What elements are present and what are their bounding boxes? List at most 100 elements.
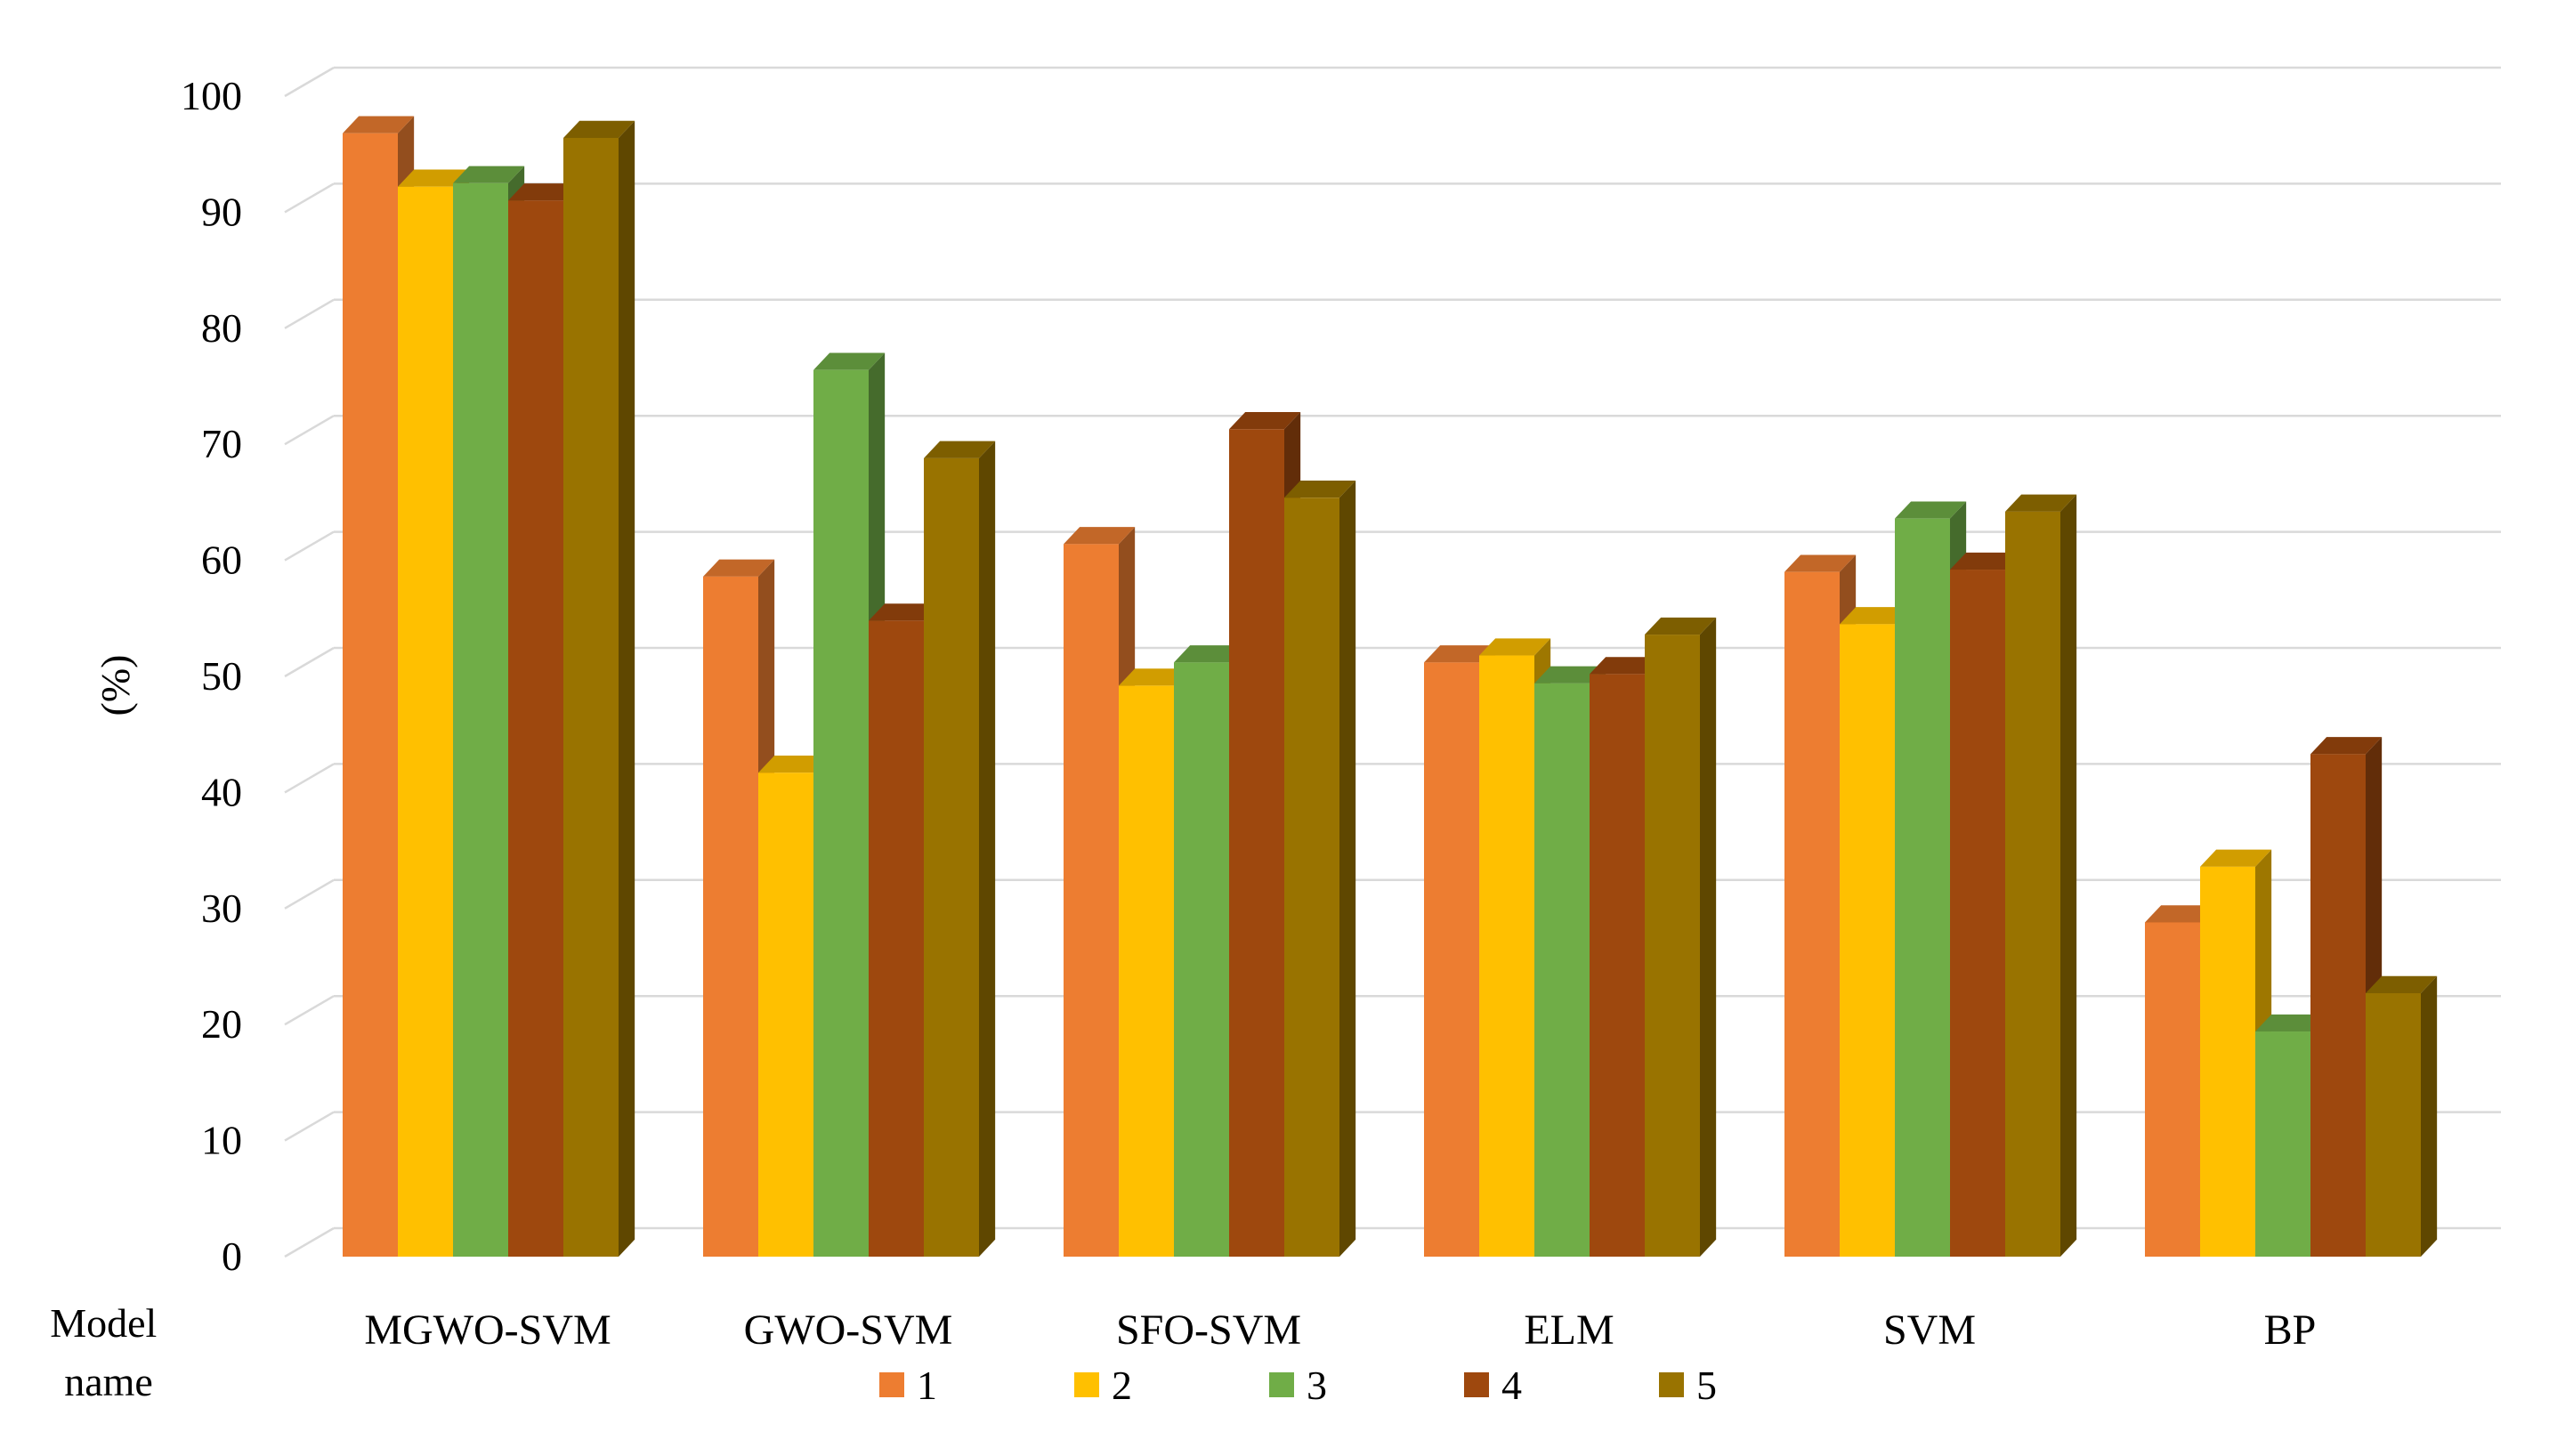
legend-swatch-5 [1659, 1372, 1684, 1397]
y-tick-label: 20 [201, 1001, 242, 1047]
y-tick-label: 60 [201, 538, 242, 583]
y-tick-label: 0 [222, 1234, 242, 1279]
bar-front [1284, 497, 1339, 1257]
bar-front [924, 457, 979, 1257]
bar-top [1479, 638, 1551, 656]
bar-GWO-SVM-series-5 [924, 441, 996, 1257]
legend-label-5: 5 [1696, 1363, 1717, 1408]
bar-front [758, 772, 813, 1257]
bar-front [703, 576, 758, 1257]
y-axis-title: (%) [93, 655, 138, 716]
bar-top [1119, 668, 1191, 686]
bar-top [2005, 494, 2077, 512]
gridline-side [284, 182, 335, 214]
bar-top [1840, 607, 1912, 625]
bar-top [1895, 501, 1967, 519]
gridline-side [284, 298, 335, 329]
bar-side [2060, 494, 2077, 1257]
bar-front [2310, 754, 2366, 1257]
bar-top [2145, 905, 2217, 923]
bar-top [1064, 527, 1136, 545]
bar-top [1645, 617, 1717, 635]
bar-front [1590, 674, 1645, 1257]
bar-top [1174, 645, 1246, 663]
bar-top [1284, 480, 1356, 498]
bar-top [758, 756, 830, 773]
x-axis-title: Model name [50, 1300, 167, 1404]
bar-front [1645, 635, 1700, 1257]
bars [343, 116, 2438, 1258]
x-category-label: ELM [1524, 1306, 1614, 1354]
bar-BP-series-5 [2366, 975, 2438, 1257]
legend-swatch-3 [1269, 1372, 1294, 1397]
gridline-side [284, 878, 335, 910]
bar-front [2366, 992, 2421, 1257]
bar-top [924, 441, 996, 458]
x-axis-title-line-1: Model [50, 1300, 157, 1346]
bar-top [2366, 975, 2438, 993]
bar-front [1064, 544, 1119, 1257]
y-tick-label: 30 [201, 886, 242, 931]
bar-front [2255, 1031, 2310, 1257]
bar-top [2310, 737, 2383, 755]
bar-top [508, 183, 580, 201]
bar-front [1950, 570, 2005, 1257]
x-category-label: BP [2264, 1306, 2317, 1354]
labels: 0 10 20 30 40 50 60 70 80 90 100 MGWO-SVM GWO-SVM SFO… [181, 73, 2316, 1354]
bar-top [453, 166, 525, 183]
bar-front [563, 137, 619, 1258]
legend-label-3: 3 [1307, 1363, 1327, 1408]
legend-swatch-4 [1464, 1372, 1489, 1397]
x-category-label: GWO-SVM [744, 1306, 953, 1354]
bar-top [343, 116, 415, 133]
gridline-side [284, 415, 335, 446]
bar-front [2200, 866, 2255, 1257]
bar-front [1479, 655, 1534, 1257]
bar-top [1950, 552, 2022, 570]
legend-label-2: 2 [1112, 1363, 1132, 1408]
bar-top [1424, 645, 1496, 663]
gridline-side [284, 763, 335, 794]
bar-top [2255, 1014, 2327, 1032]
y-tick-label: 10 [201, 1118, 242, 1163]
y-tick-label: 50 [201, 653, 242, 699]
bar-top [2200, 849, 2272, 867]
bar-front [1534, 683, 1590, 1257]
bar-front [1424, 662, 1479, 1257]
y-tick-label: 100 [181, 73, 242, 118]
bar-front [1895, 518, 1950, 1257]
bar-top [1534, 666, 1606, 684]
gridline-side [284, 66, 335, 98]
bar-front [1119, 685, 1174, 1257]
legend: 1 2 3 4 5 [879, 1363, 1717, 1408]
bar-SFO-SVM-series-5 [1284, 480, 1356, 1257]
legend-swatch-2 [1074, 1372, 1099, 1397]
bar-ELM-series-5 [1645, 617, 1717, 1257]
x-category-label: MGWO-SVM [364, 1306, 611, 1354]
bar-front [869, 620, 924, 1257]
bar-top [703, 559, 775, 577]
bar-side [619, 120, 635, 1257]
bar-front [2145, 922, 2200, 1257]
gridline-side [284, 530, 335, 562]
bar-front [1174, 662, 1229, 1257]
gridline-side [284, 995, 335, 1026]
bar-side [979, 441, 996, 1257]
bar-top [563, 120, 635, 138]
bar-top [869, 603, 941, 621]
bar-top [1229, 412, 1301, 430]
bar-front [1840, 624, 1895, 1257]
legend-label-4: 4 [1501, 1363, 1522, 1408]
bar-top [398, 169, 470, 187]
gridline-side [284, 1226, 335, 1258]
bar-front [398, 186, 453, 1257]
bar-front [2005, 511, 2060, 1257]
bar-top [1590, 657, 1662, 675]
y-tick-label: 70 [201, 421, 242, 466]
bar-front [343, 133, 398, 1257]
bar-top [1784, 554, 1857, 572]
gridlines [284, 66, 2501, 1258]
bar-front [1229, 429, 1284, 1257]
bar-top [813, 352, 886, 370]
